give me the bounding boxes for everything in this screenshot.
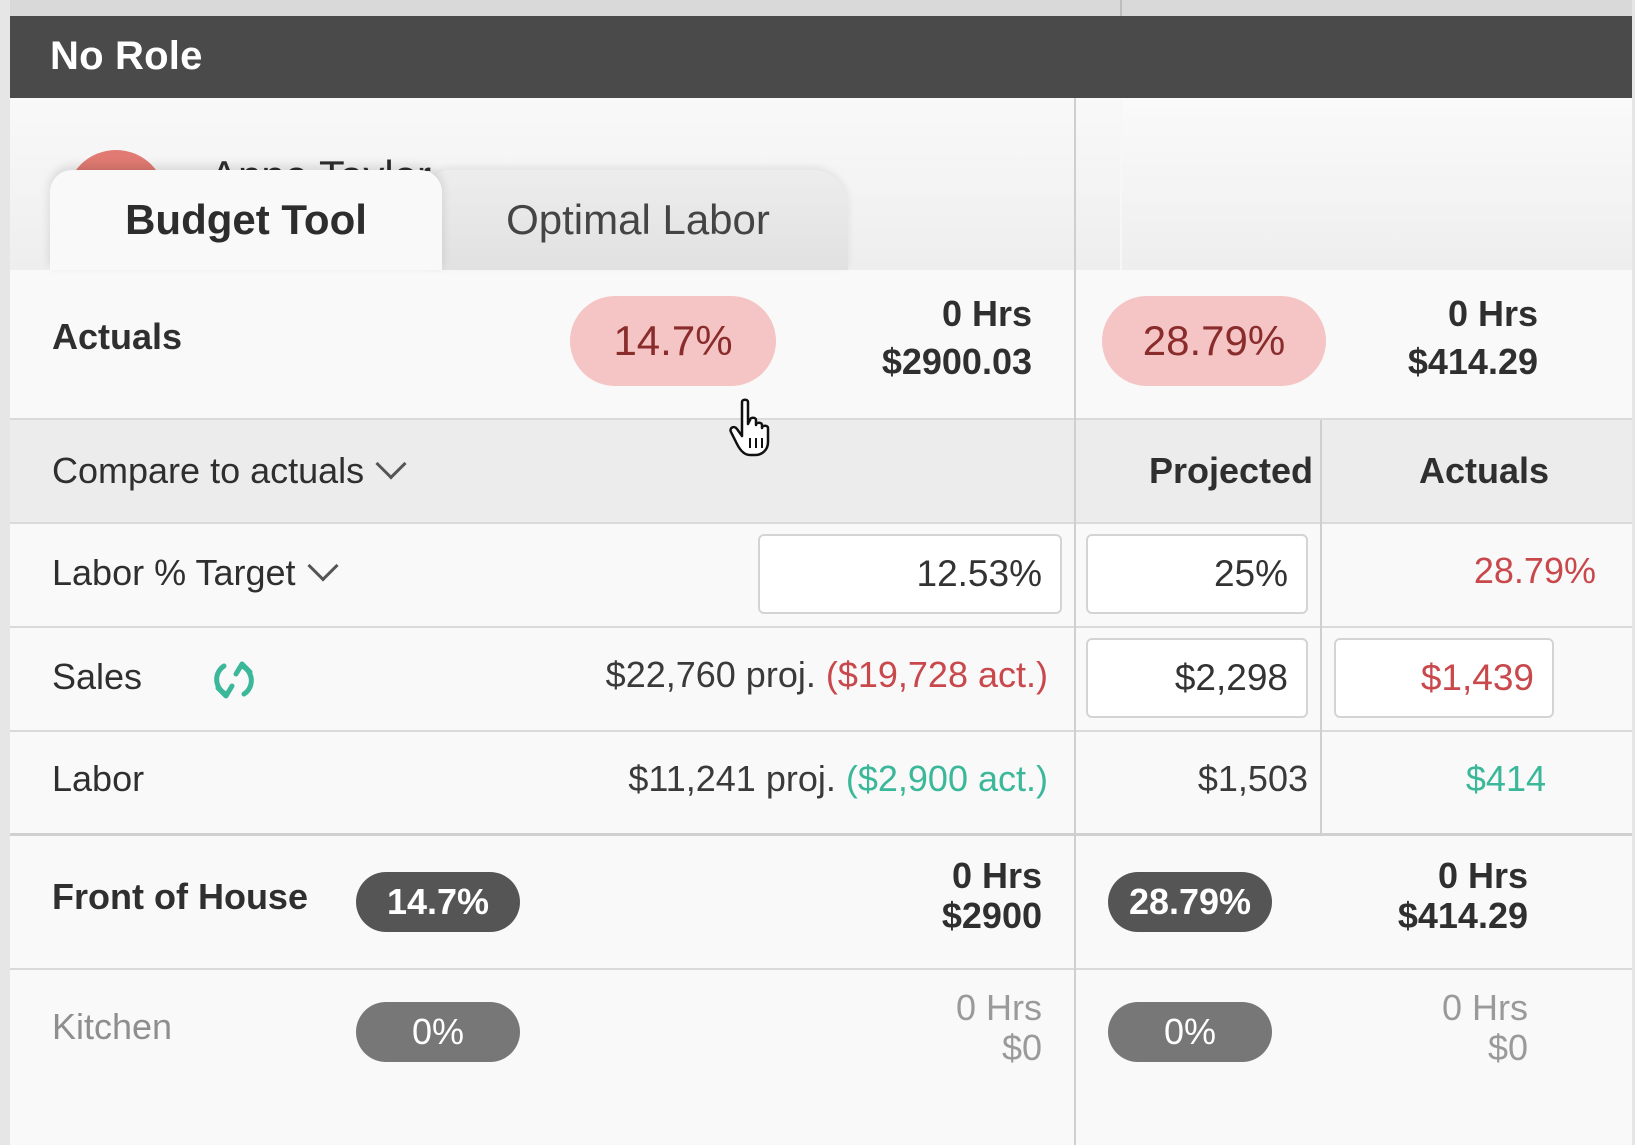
labor-target-actuals-value: 28.79%	[1473, 550, 1596, 591]
sales-actuals-input[interactable]: $1,439	[1334, 638, 1554, 718]
actuals-right-pct-badge: 28.79%	[1102, 296, 1326, 386]
kitchen-right-amount: $0	[1487, 1027, 1528, 1068]
labor-proj: $11,241 proj.	[628, 758, 836, 799]
foh-left-amount: $2900	[941, 895, 1042, 936]
sync-icon[interactable]	[210, 656, 258, 704]
actuals-right-amount: $414.29	[1407, 341, 1538, 382]
col-header-projected: Projected	[1148, 450, 1314, 491]
sales-row: Sales $22,760 proj. ($19,728 act.) $2,29…	[10, 628, 1632, 732]
kitchen-right-hrs: 0 Hrs	[1441, 987, 1528, 1028]
tab-budget-tool[interactable]: Budget Tool	[50, 170, 442, 270]
labor-summary: $11,241 proj. ($2,900 act.)	[628, 758, 1048, 800]
front-of-house-label: Front of House	[52, 876, 308, 917]
labor-target-input[interactable]: 12.53%	[758, 534, 1062, 614]
front-of-house-row: Front of House 14.7% 0 Hrs $2900 28.79% …	[10, 836, 1632, 970]
actuals-left-hrs: 0 Hrs	[941, 293, 1032, 334]
foh-right-pct-badge: 28.79%	[1108, 872, 1272, 932]
compare-dropdown[interactable]: Compare to actuals	[52, 448, 407, 492]
kitchen-row: Kitchen 0% 0 Hrs $0 0% 0 Hrs $0	[10, 970, 1632, 1145]
actuals-label: Actuals	[52, 316, 183, 357]
foh-right-amount: $414.29	[1397, 895, 1528, 936]
employee-area-right	[1122, 98, 1632, 270]
actuals-right-summary: 0 Hrs $414.29	[1408, 290, 1538, 386]
labor-target-label: Labor % Target	[52, 552, 296, 593]
kitchen-left-amount: $0	[1001, 1027, 1042, 1068]
labor-row: Labor $11,241 proj. ($2,900 act.) $1,503…	[10, 732, 1632, 836]
kitchen-right-summary: 0 Hrs $0	[1442, 988, 1528, 1068]
actuals-left-pct-badge: 14.7%	[570, 296, 776, 386]
actuals-row: Actuals 14.7% 0 Hrs $2900.03 28.79% 0 Hr…	[10, 270, 1632, 420]
kitchen-left-pct-badge: 0%	[356, 1002, 520, 1062]
actuals-right-hrs: 0 Hrs	[1447, 293, 1538, 334]
kitchen-left-hrs: 0 Hrs	[955, 987, 1042, 1028]
sales-proj: $22,760 proj.	[605, 654, 816, 695]
column-divider	[1320, 420, 1322, 836]
labor-label: Labor	[52, 758, 145, 799]
foh-left-summary: 0 Hrs $2900	[942, 856, 1042, 936]
compare-label: Compare to actuals	[52, 450, 365, 491]
labor-actuals-value: $414	[1465, 758, 1546, 799]
sales-summary: $22,760 proj. ($19,728 act.)	[606, 654, 1048, 696]
role-title: No Role	[50, 34, 203, 78]
labor-projected-value: $1,503	[1197, 758, 1308, 799]
labor-target-dropdown[interactable]: Labor % Target	[52, 550, 339, 594]
actuals-left-amount: $2900.03	[881, 341, 1032, 382]
foh-right-hrs: 0 Hrs	[1437, 855, 1528, 896]
labor-act: ($2,900 act.)	[845, 758, 1048, 799]
chevron-down-icon	[375, 448, 407, 480]
foh-left-pct-badge: 14.7%	[356, 872, 520, 932]
kitchen-label: Kitchen	[52, 1006, 173, 1047]
sales-projected-input[interactable]: $2,298	[1086, 638, 1308, 718]
labor-target-row: Labor % Target 12.53% 25% 28.79%	[10, 524, 1632, 628]
tab-optimal-labor[interactable]: Optimal Labor	[428, 170, 848, 270]
hand-pointer-icon	[729, 398, 770, 457]
compare-row: Compare to actuals Projected Actuals	[10, 420, 1632, 524]
foh-right-summary: 0 Hrs $414.29	[1398, 856, 1528, 936]
top-strip	[10, 0, 1632, 16]
col-header-actuals: Actuals	[1418, 450, 1550, 491]
budget-panel: No Role Anne Taylor Budget Tool Optimal …	[10, 0, 1632, 1145]
foh-left-hrs: 0 Hrs	[951, 855, 1042, 896]
labor-target-projected-input[interactable]: 25%	[1086, 534, 1308, 614]
kitchen-left-summary: 0 Hrs $0	[956, 988, 1042, 1068]
column-divider	[1074, 98, 1076, 1145]
role-header: No Role	[10, 16, 1632, 98]
sales-act: ($19,728 act.)	[825, 654, 1048, 695]
actuals-left-summary: 0 Hrs $2900.03	[882, 290, 1032, 386]
kitchen-right-pct-badge: 0%	[1108, 1002, 1272, 1062]
sales-label: Sales	[52, 656, 143, 697]
chevron-down-icon	[306, 550, 339, 582]
